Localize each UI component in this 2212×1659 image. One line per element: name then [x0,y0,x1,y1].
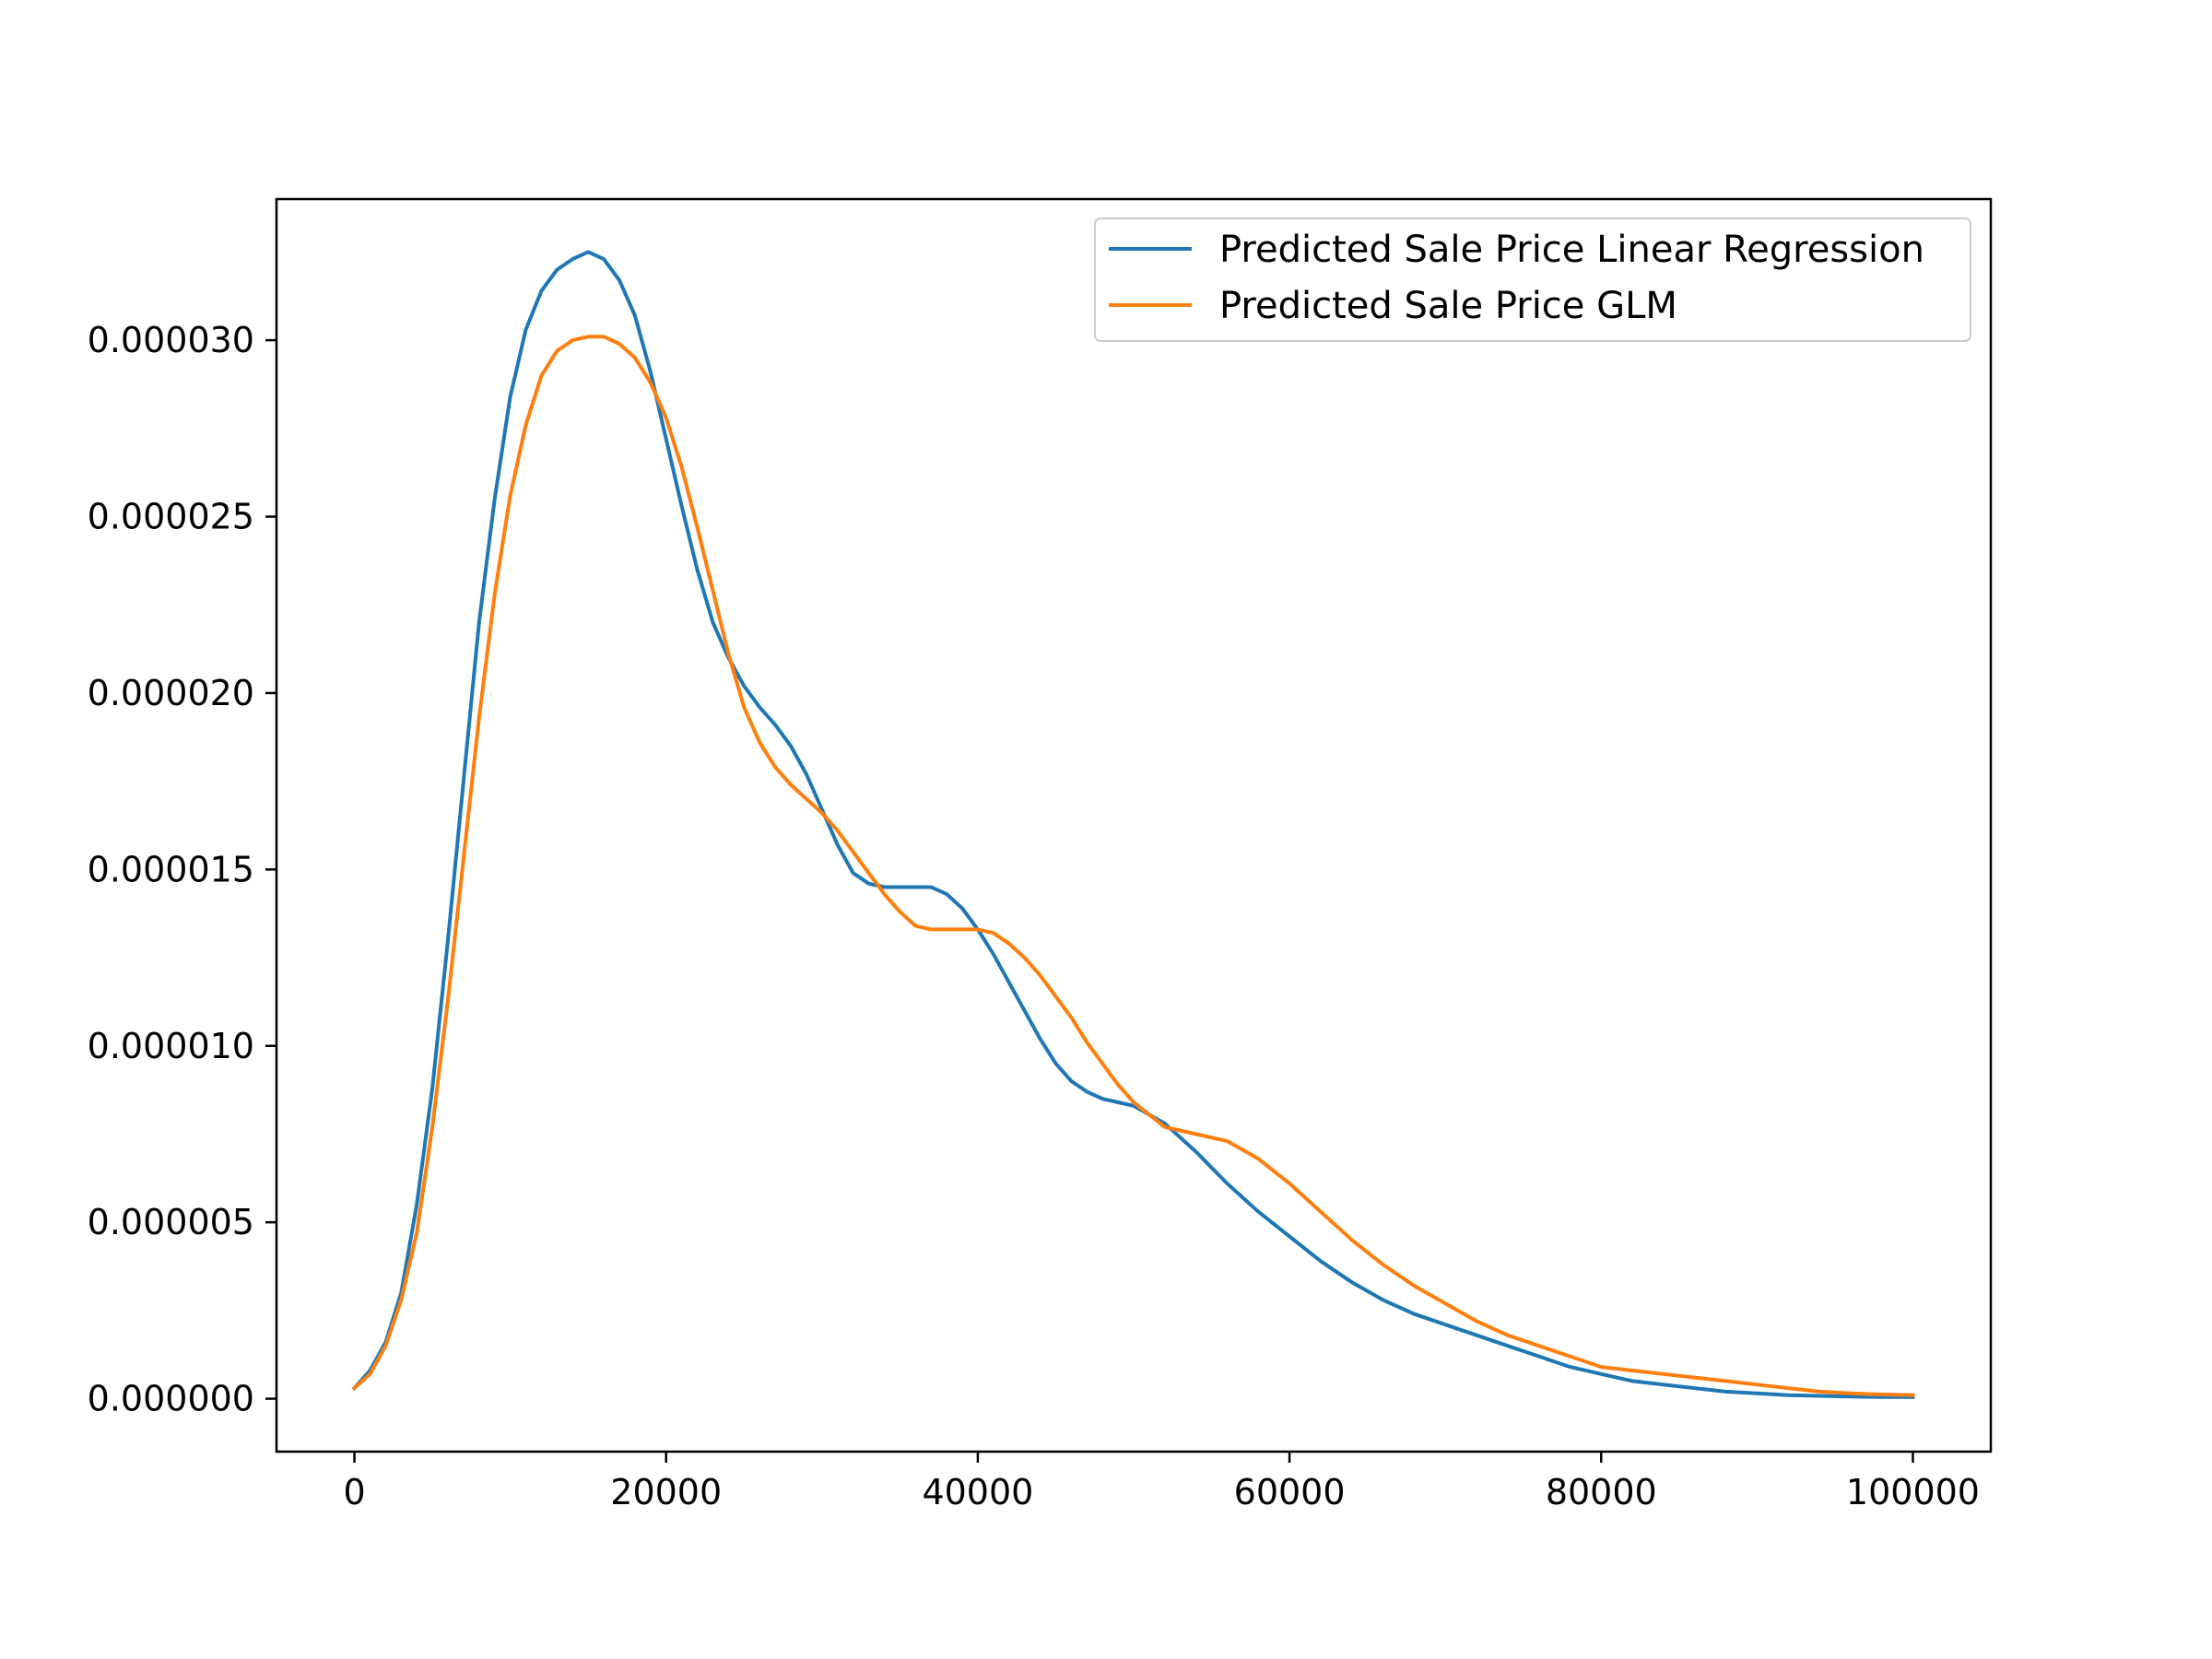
y-axis: 0.000000 0.000005 0.000010 0.000015 0.000020… [88,320,276,1419]
x-tick-label: 80000 [1546,1472,1657,1512]
y-tick-label: 0.000010 [88,1026,254,1066]
legend-label-linear-regression: Predicted Sale Price Linear Regression [1219,229,1924,271]
x-tick-label: 100000 [1846,1472,1980,1512]
y-tick-label: 0.000005 [88,1202,254,1242]
series-line-0 [351,250,1915,1399]
x-tick-label: 20000 [610,1472,722,1512]
y-tick-label: 0.000000 [88,1379,254,1419]
y-tick-label: 0.000015 [88,849,254,889]
y-tick-label: 0.000030 [88,320,254,360]
legend-box [1094,218,1971,342]
x-axis: 0 20000 40000 60000 80000 100000 [343,1452,1980,1512]
y-tick-label: 0.000020 [88,673,254,713]
y-tick-label: 0.000025 [88,497,254,537]
x-tick-label: 60000 [1234,1472,1346,1512]
plot-frame [275,197,1993,1453]
x-tick-label: 40000 [922,1472,1033,1512]
legend-label-glm: Predicted Sale Price GLM [1219,285,1677,327]
legend: Predicted Sale Price Linear Regression P… [1094,218,1971,342]
x-tick-label: 0 [343,1472,365,1512]
series-line-1 [351,335,1915,1397]
series-lines [351,250,1915,1399]
